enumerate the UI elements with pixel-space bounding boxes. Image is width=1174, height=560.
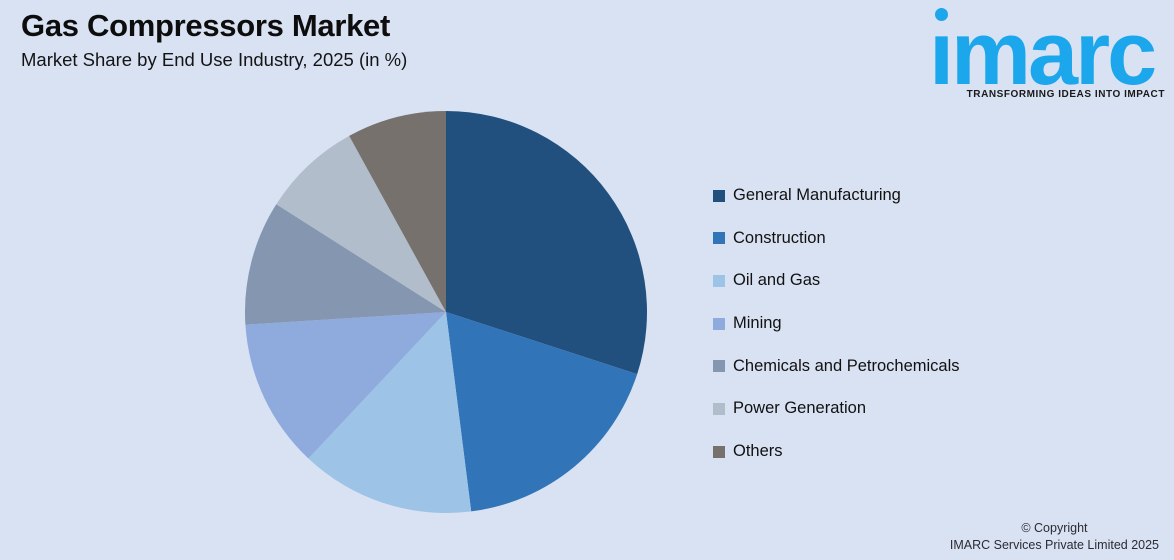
legend-label: General Manufacturing (733, 186, 901, 204)
legend-item-mining: Mining (713, 314, 960, 333)
legend-label: Oil and Gas (733, 271, 821, 290)
legend: General Manufacturing Construction Oil and… (713, 186, 960, 486)
pie-slice-mining (245, 312, 446, 459)
imarc-logo-dot-icon (935, 8, 948, 21)
pie-chart (245, 111, 647, 513)
imarc-logo-text: ımarc (929, 4, 1157, 104)
legend-item-oil-and-gas: Oil and Gas (713, 271, 960, 290)
legend-swatch-icon (713, 317, 725, 330)
copyright: © Copyright IMARC Services Private Limit… (950, 520, 1159, 553)
legend-item-power-generation: Power Generation (713, 399, 960, 418)
legend-label: Construction (733, 228, 826, 247)
page-subtitle: Market Share by End Use Industry, 2025 (… (21, 48, 408, 70)
legend-label: Power Generation (733, 399, 866, 418)
copyright-line2: IMARC Services Private Limited 2025 (949, 537, 1159, 552)
pie-slice-general-manufacturing (446, 111, 647, 375)
pie-slice-construction (446, 312, 638, 512)
legend-swatch-icon (713, 274, 725, 287)
pie-slice-oil-and-gas (308, 312, 472, 513)
legend-item-general-manufacturing: General Manufacturing (713, 186, 960, 204)
copyright-line1: © Copyright (1021, 521, 1088, 535)
legend-item-construction: Construction (713, 228, 960, 247)
pie-slice-others (349, 111, 446, 312)
legend-swatch-icon (713, 189, 725, 202)
legend-label: Others (733, 442, 783, 461)
legend-swatch-icon (713, 402, 725, 415)
legend-swatch-icon (713, 445, 725, 458)
legend-item-chemicals-and-petrochemicals: Chemicals and Petrochemicals (713, 356, 960, 375)
legend-swatch-icon (713, 360, 725, 373)
page-title: Gas Compressors Market (21, 8, 391, 43)
pie-slice-power-generation (276, 135, 446, 312)
pie-slice-chemicals-and-petrochemicals (245, 204, 446, 325)
legend-label: Mining (733, 314, 782, 333)
legend-swatch-icon (713, 232, 725, 245)
imarc-logo: ımarc TRANSFORMING IDEAS INTO IMPACT (929, 4, 1165, 104)
imarc-logo-tagline: TRANSFORMING IDEAS INTO IMPACT (966, 89, 1165, 100)
legend-label: Chemicals and Petrochemicals (733, 356, 960, 375)
legend-item-others: Others (713, 442, 960, 461)
header: Gas Compressors Market Market Share by E… (21, 8, 407, 71)
